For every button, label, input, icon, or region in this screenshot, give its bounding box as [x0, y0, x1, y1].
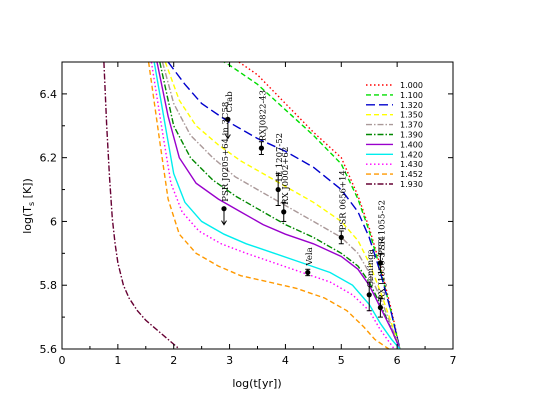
data-point [377, 304, 383, 311]
x-tick-label: 3 [226, 354, 233, 367]
series-line-1.390 [159, 62, 401, 349]
observation-rxj0822-43: RXJ0822-43 [258, 90, 268, 155]
legend-item: 1.400 [366, 140, 423, 149]
observation-label: PSR 0656+14 [338, 170, 348, 230]
observation-rx-j1856-3754: RX J1856-3754 [377, 236, 387, 318]
series-line-1.100 [222, 62, 401, 349]
y-tick-label: 6.4 [40, 88, 58, 101]
data-point [377, 260, 383, 266]
observation-1e-1207-52: 1E 1207-52 [275, 133, 285, 206]
x-tick-label: 5 [338, 354, 345, 367]
legend-label: 1.430 [400, 160, 423, 169]
legend-item: 1.000 [366, 81, 423, 90]
series-line-1.400 [156, 62, 401, 349]
series-line-1.350 [164, 62, 401, 349]
observation-vela: Vela [305, 247, 315, 277]
legend-label: 1.350 [400, 111, 423, 120]
legend-item: 1.100 [366, 91, 423, 100]
legend-item: 1.370 [366, 121, 423, 130]
y-tick-label: 5.8 [40, 279, 58, 292]
legend-label: 1.930 [400, 180, 423, 189]
legend-item: 1.452 [366, 170, 423, 179]
y-tick-label: 6.2 [40, 152, 58, 165]
legend-label: 1.000 [400, 81, 423, 90]
upper-limit-arrow [221, 220, 227, 226]
y-axis-label-sub: s [27, 202, 36, 206]
legend: 1.0001.1001.3201.3501.3701.3901.4001.420… [366, 81, 423, 189]
x-tick-label: 1 [114, 354, 121, 367]
y-axis-label-main: log(T [21, 206, 34, 234]
observation-label: 1E 1207-52 [275, 133, 285, 183]
data-point [275, 186, 281, 193]
observation-label: RXJ0822-43 [258, 90, 268, 141]
data-point [338, 234, 344, 240]
observation-psr-1055-52: PSR 1055-52 [377, 200, 387, 273]
observation-psr-0656-14: PSR 0656+14 [338, 170, 348, 245]
legend-item: 1.930 [366, 180, 423, 189]
legend-label: 1.370 [400, 121, 423, 130]
observation-rx-j0002-62: RX J0002+62 [281, 147, 291, 222]
model-curves [103, 62, 401, 349]
x-tick-label: 6 [394, 354, 401, 367]
legend-label: 1.390 [400, 131, 423, 140]
series-line-1.452 [147, 62, 390, 349]
observation-psr-j0205-64-in-3c58: PSR J0205+64 in 3C58 [221, 102, 231, 226]
x-axis-label: log(t[yr]) [232, 377, 281, 390]
x-tick-label: 2 [170, 354, 177, 367]
observation-label: RX J0002+62 [281, 147, 291, 205]
x-tick-label: 4 [282, 354, 289, 367]
x-tick-label: 0 [59, 354, 66, 367]
y-tick-label: 6 [50, 215, 57, 228]
y-axis-label: log(Ts [K]) [21, 178, 36, 234]
observation-label: Vela [305, 247, 315, 266]
observation-label: RX J1856-3754 [377, 236, 387, 301]
upper-limit-arrow [224, 134, 231, 140]
observation-label: PSR 1055-52 [377, 200, 387, 256]
data-point [258, 145, 265, 151]
data-point [305, 269, 311, 276]
data-point [221, 206, 227, 212]
legend-label: 1.320 [400, 101, 423, 110]
legend-label: 1.400 [400, 140, 423, 149]
series-line-1.370 [161, 62, 401, 349]
y-axis-label-tail: [K]) [21, 178, 34, 202]
series-line-1.420 [153, 62, 401, 349]
axis-ticks: 0 1 2 3 4 5 6 7 5.6 5.8 6 6.2 6.4 [40, 62, 457, 367]
y-tick-label: 5.6 [40, 343, 58, 356]
series-line-1.430 [150, 62, 395, 349]
series-line-1.320 [167, 62, 401, 349]
x-tick-label: 7 [450, 354, 457, 367]
observation-crab: Crab [224, 91, 235, 140]
observation-label: Geminga [366, 249, 376, 288]
data-point [366, 292, 372, 298]
data-point [225, 116, 231, 122]
observation-geminga: Geminga [366, 249, 376, 312]
observation-label: PSR J0205+64 in 3C58 [221, 102, 231, 202]
legend-item: 1.350 [366, 111, 423, 120]
observation-label: Crab [225, 91, 235, 113]
data-point [281, 209, 287, 215]
legend-item: 1.390 [366, 131, 423, 140]
legend-item: 1.420 [366, 150, 423, 159]
legend-label: 1.452 [400, 170, 423, 179]
series-line-1.930 [103, 62, 180, 349]
legend-label: 1.420 [400, 150, 423, 159]
legend-item: 1.320 [366, 101, 423, 110]
legend-label: 1.100 [400, 91, 423, 100]
legend-item: 1.430 [366, 160, 423, 169]
